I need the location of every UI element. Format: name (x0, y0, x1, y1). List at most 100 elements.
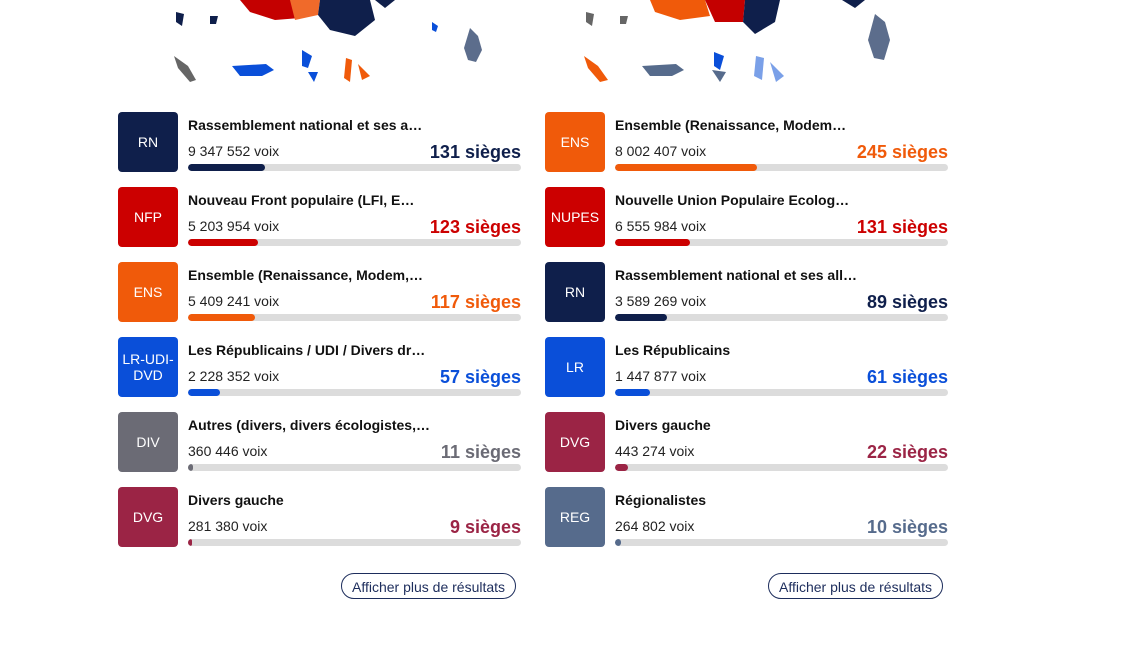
party-votes: 3 589 269 voix (615, 293, 707, 309)
party-badge: RN (545, 262, 605, 322)
party-votes: 8 002 407 voix (615, 143, 707, 159)
party-row[interactable]: DVG Divers gauche 281 380 voix 9 sièges (118, 487, 521, 547)
party-seats: 11 sièges (440, 442, 521, 462)
seat-bar-fill (615, 389, 650, 396)
party-badge: ENS (545, 112, 605, 172)
seat-bar-track (615, 464, 948, 471)
party-info: Ensemble (Renaissance, Modem… 8 002 407 … (615, 112, 948, 172)
party-votes: 443 274 voix (615, 443, 695, 459)
results-column-right: ENS Ensemble (Renaissance, Modem… 8 002 … (545, 112, 948, 562)
party-badge: DVG (118, 487, 178, 547)
party-row[interactable]: DIV Autres (divers, divers écologistes,…… (118, 412, 521, 472)
party-votes: 2 228 352 voix (188, 368, 280, 384)
seat-bar-track (188, 164, 521, 171)
party-name: Rassemblement national et ses all… (615, 267, 857, 283)
party-row[interactable]: RN Rassemblement national et ses all… 3 … (545, 262, 948, 322)
map-corsica (464, 28, 482, 62)
seat-bar-fill (615, 539, 621, 546)
party-seats: 57 sièges (439, 367, 521, 387)
party-badge: DVG (545, 412, 605, 472)
seat-bar-fill (188, 389, 220, 396)
party-name: Nouvelle Union Populaire Ecolog… (615, 192, 850, 208)
party-info: Ensemble (Renaissance, Modem,… 5 409 241… (188, 262, 521, 322)
party-votes: 5 203 954 voix (188, 218, 280, 234)
party-row[interactable]: REG Régionalistes 264 802 voix 10 sièges (545, 487, 948, 547)
party-seats: 131 sièges (429, 142, 521, 162)
map-territory-6 (712, 70, 726, 82)
party-seats: 131 sièges (856, 217, 948, 237)
seat-bar-fill (188, 164, 265, 171)
map-region-red (705, 0, 745, 22)
party-row[interactable]: LR Les Républicains 1 447 877 voix 61 si… (545, 337, 948, 397)
map-territory-5 (302, 50, 312, 68)
seat-bar-fill (188, 539, 192, 546)
seat-bar-track (615, 389, 948, 396)
party-row[interactable]: DVG Divers gauche 443 274 voix 22 sièges (545, 412, 948, 472)
party-badge: RN (118, 112, 178, 172)
seat-bar-fill (615, 239, 690, 246)
show-more-results-button-right[interactable]: Afficher plus de résultats (768, 573, 944, 599)
party-badge: LR-UDI-DVD (118, 337, 178, 397)
seat-bar-track (188, 539, 521, 546)
party-name: Nouveau Front populaire (LFI, E… (188, 192, 415, 208)
map-territory-3 (174, 56, 196, 82)
party-votes: 9 347 552 voix (188, 143, 280, 159)
map-corsica (868, 14, 890, 60)
seat-bar-track (615, 314, 948, 321)
map-region-navy (743, 0, 780, 34)
map-territory-7 (344, 58, 352, 82)
party-badge: REG (545, 487, 605, 547)
party-info: Rassemblement national et ses a… 9 347 5… (188, 112, 521, 172)
map-territory-2 (620, 16, 628, 24)
seat-bar-track (615, 539, 948, 546)
party-name: Les Républicains (615, 342, 731, 358)
map-territory-1 (176, 12, 184, 26)
party-votes: 5 409 241 voix (188, 293, 280, 309)
party-info: Autres (divers, divers écologistes,… 360… (188, 412, 521, 472)
map-territory-6 (308, 72, 318, 82)
party-name: Divers gauche (188, 492, 284, 508)
seat-bar-fill (188, 464, 193, 471)
party-row[interactable]: ENS Ensemble (Renaissance, Modem… 8 002 … (545, 112, 948, 172)
party-seats: 10 sièges (866, 517, 948, 537)
show-more-results-button-left[interactable]: Afficher plus de résultats (341, 573, 517, 599)
party-seats: 61 sièges (866, 367, 948, 387)
party-row[interactable]: LR-UDI-DVD Les Républicains / UDI / Dive… (118, 337, 521, 397)
map-region-orange (650, 0, 710, 20)
map-territory-1 (586, 12, 594, 26)
party-badge: NUPES (545, 187, 605, 247)
seat-bar-fill (615, 164, 757, 171)
map-territory-8 (770, 62, 784, 82)
party-info: Les Républicains 1 447 877 voix 61 siège… (615, 337, 948, 397)
map-territory-5 (714, 52, 724, 70)
seat-bar-fill (615, 464, 628, 471)
party-info: Les Républicains / UDI / Divers dr… 2 22… (188, 337, 521, 397)
seat-bar-track (188, 464, 521, 471)
seat-bar-fill (188, 239, 258, 246)
party-name: Ensemble (Renaissance, Modem,… (188, 267, 423, 283)
party-seats: 245 sièges (856, 142, 948, 162)
party-info: Divers gauche 281 380 voix 9 sièges (188, 487, 521, 547)
party-votes: 264 802 voix (615, 518, 695, 534)
results-map-left (174, 0, 482, 82)
party-seats: 117 sièges (430, 292, 521, 312)
party-name: Ensemble (Renaissance, Modem… (615, 117, 847, 133)
party-seats: 123 sièges (429, 217, 521, 237)
seat-bar-track (188, 239, 521, 246)
seat-bar-track (615, 164, 948, 171)
results-map-right (584, 0, 890, 82)
party-info: Nouvelle Union Populaire Ecolog… 6 555 9… (615, 187, 948, 247)
party-badge: LR (545, 337, 605, 397)
party-name: Les Républicains / UDI / Divers dr… (188, 342, 426, 358)
map-territory-9 (432, 22, 438, 32)
party-votes: 6 555 984 voix (615, 218, 707, 234)
map-territory-8 (358, 64, 370, 80)
party-row[interactable]: ENS Ensemble (Renaissance, Modem,… 5 409… (118, 262, 521, 322)
party-votes: 360 446 voix (188, 443, 268, 459)
map-region-navy (318, 0, 375, 36)
party-row[interactable]: NUPES Nouvelle Union Populaire Ecolog… 6… (545, 187, 948, 247)
party-row[interactable]: RN Rassemblement national et ses a… 9 34… (118, 112, 521, 172)
seat-bar-track (188, 314, 521, 321)
party-badge: DIV (118, 412, 178, 472)
party-row[interactable]: NFP Nouveau Front populaire (LFI, E… 5 2… (118, 187, 521, 247)
